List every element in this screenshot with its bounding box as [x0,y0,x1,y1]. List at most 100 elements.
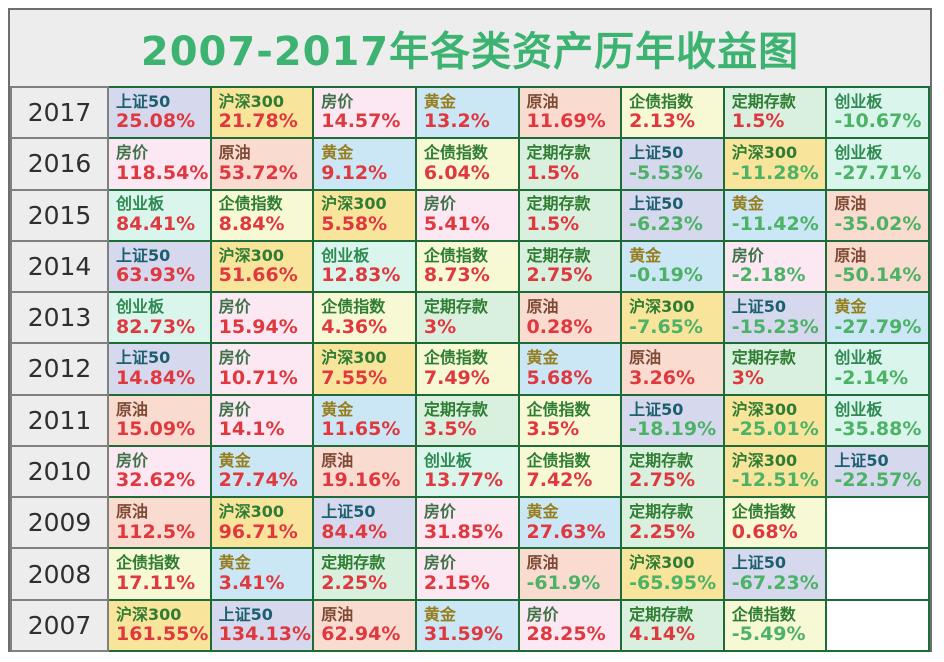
asset-name: 创业板 [834,399,883,419]
asset-return: -11.42% [731,213,819,235]
asset-cell-house: 房价 15.94% [209,291,315,345]
asset-name: 沪深300 [629,553,695,573]
asset-cell-house: 房价 14.1% [209,393,315,447]
asset-name: 上证50 [834,450,889,470]
asset-return: 11.69% [526,110,606,133]
asset-return: -0.19% [629,264,703,287]
asset-name: 定期存款 [629,450,694,470]
asset-return: -22.57% [834,469,922,492]
asset-return: 15.94% [218,315,298,338]
asset-name: 原油 [321,604,354,624]
asset-cell-oil: 原油 19.16% [312,444,417,499]
asset-return: 28.25% [526,623,606,646]
asset-name: 定期存款 [731,348,796,368]
asset-return: 0.68% [731,520,798,543]
asset-return: -5.49% [731,623,806,646]
asset-cell-chinext: 创业板 13.77% [414,444,520,499]
asset-return: 10.71% [218,366,298,389]
asset-cell-csi300: 沪深300 21.78% [209,85,315,140]
year-label: 2014 [10,239,109,294]
asset-cell-bond: 企债指数 4.36% [312,291,417,345]
asset-cell-gold: 黄金 3.41% [209,547,315,601]
asset-return: 12.83% [321,264,401,287]
asset-return: 82.73% [116,315,196,338]
asset-name: 原油 [218,143,251,163]
year-label: 2015 [10,188,109,242]
asset-name: 黄金 [218,553,251,573]
asset-return: -27.79% [834,315,922,338]
asset-name: 黄金 [321,399,354,419]
asset-return: -6.23% [629,213,703,235]
asset-name: 企债指数 [526,399,591,419]
asset-cell-deposit: 定期存款 2.75% [517,239,623,294]
year-row: 2016 房价 118.54% 原油 53.72% 黄金 9.12% 企债指数 6.04% 定期存… [10,137,930,191]
asset-name: 创业板 [116,297,165,317]
asset-return: 11.65% [321,418,401,441]
asset-name: 房价 [218,348,251,368]
asset-name: 企债指数 [731,502,796,522]
asset-cell-gold: 黄金 -27.79% [825,291,930,345]
chart-title: 2007-2017年各类资产历年收益图 [140,29,800,75]
asset-return: -11.28% [731,161,819,184]
asset-cell-bond: 企债指数 17.11% [107,547,212,601]
asset-name: 企债指数 [526,450,591,470]
asset-name: 房价 [321,91,354,111]
asset-name: 黄金 [834,297,867,317]
asset-return: -25.01% [731,418,819,441]
asset-name: 沪深300 [731,450,798,470]
year-label: 2013 [10,291,109,345]
asset-cell-bond: 企债指数 0.68% [722,496,828,550]
asset-return: -5.53% [629,161,703,184]
asset-cell-chinext: 创业板 -27.71% [825,137,930,191]
asset-return: 8.84% [218,213,285,235]
asset-name: 房价 [218,297,251,317]
asset-name: 原油 [116,502,149,522]
asset-return: 3% [731,366,765,389]
asset-return: 13.2% [423,110,490,133]
asset-return: 7.42% [526,469,593,492]
asset-return: 27.63% [526,520,606,543]
asset-return: 2.75% [629,469,696,492]
asset-name: 原油 [834,245,867,265]
year-row: 2014 上证50 63.93% 沪深300 51.66% 创业板 12.83% 企债指数 8.… [10,239,930,294]
year-row: 2011 原油 15.09% 房价 14.1% 黄金 11.65% 定期存款 3.5% 企债指数 3… [10,393,930,447]
asset-name: 上证50 [731,297,787,317]
asset-cell-deposit: 定期存款 3% [722,342,828,396]
asset-cell-sse50: 上证50 -15.23% [722,291,828,345]
asset-cell-house: 房价 10.71% [209,342,315,396]
asset-return: 25.08% [116,110,196,133]
asset-name: 沪深300 [218,91,285,111]
asset-name: 沪深300 [629,297,695,317]
asset-return: -35.02% [834,213,922,235]
asset-cell-deposit: 定期存款 1.5% [517,188,623,242]
asset-cell-sse50: 上证50 14.84% [107,342,212,396]
asset-cell-sse50: 上证50 -5.53% [620,137,725,191]
asset-return: -18.19% [629,418,717,441]
asset-return: 14.84% [116,366,196,389]
asset-return: 1.5% [526,213,580,235]
asset-name: 创业板 [321,245,370,265]
year-row: 2007 沪深300 161.55% 上证50 134.13% 原油 62.94% 黄金 31.… [10,598,930,653]
asset-cell-sse50: 上证50 134.13% [209,598,315,653]
asset-return: 14.57% [321,110,401,133]
year-label: 2010 [10,444,109,499]
year-label: 2012 [10,342,109,396]
asset-return: 3.26% [629,366,696,389]
asset-name: 创业板 [116,194,165,214]
asset-cell-deposit: 定期存款 4.14% [620,598,725,653]
asset-return: 51.66% [218,264,298,287]
asset-cell-oil: 原油 -50.14% [825,239,930,294]
asset-name: 房价 [423,553,456,573]
asset-return: 8.73% [423,264,490,287]
asset-name: 黄金 [218,450,251,470]
asset-cell-deposit: 定期存款 2.75% [620,444,725,499]
asset-cell-house: 房价 31.85% [414,496,520,550]
asset-name: 沪深300 [321,194,387,214]
asset-cell-deposit: 定期存款 3.5% [414,393,520,447]
asset-name: 原油 [526,91,559,111]
asset-cell-sse50: 上证50 -67.23% [722,547,828,601]
asset-return: 19.16% [321,469,401,492]
asset-name: 沪深300 [321,348,387,368]
asset-cell-deposit: 定期存款 1.5% [722,85,828,140]
asset-cell-gold: 黄金 13.2% [414,85,520,140]
